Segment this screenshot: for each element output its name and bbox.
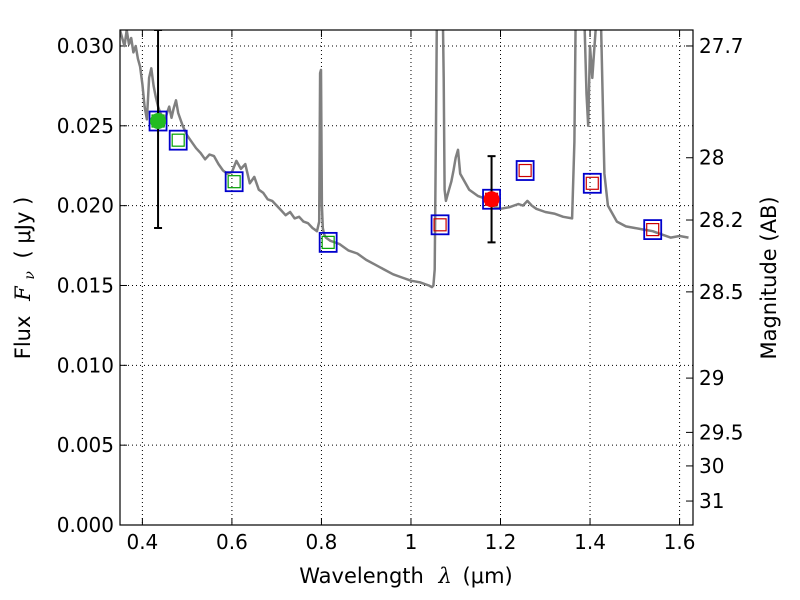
mag-tick-label: 28.5: [699, 280, 744, 304]
mag-tick-label: 29: [699, 366, 724, 390]
x-axis-title-symbol: λ: [438, 564, 452, 588]
observed-flux-point: [483, 191, 500, 208]
sed-model-line: [120, 30, 689, 289]
y-axis-title-symbol: F: [11, 285, 35, 302]
model-fluxes: [148, 110, 663, 253]
x-tick-label: 1.2: [485, 530, 517, 554]
mag-tick-label: 27.7: [699, 34, 744, 58]
model-flux-marker: [321, 235, 335, 249]
x-tick-label: 1: [405, 530, 418, 554]
model-flux-box: [318, 231, 338, 253]
observed-fluxes: [150, 30, 500, 244]
x-axis-title-unit: (μm): [463, 564, 513, 588]
grid: [120, 30, 693, 526]
x-tick-label: 0.4: [126, 530, 158, 554]
y-tick-label: 0.030: [57, 34, 114, 58]
y-axis-title: Flux F ν ( μJy ): [11, 197, 39, 360]
magnitude-ticks: 27.7 28 28.2 28.5 29 29.5 30 31: [686, 34, 744, 513]
mag-tick-label: 30: [699, 454, 724, 478]
model-flux-box: [582, 172, 602, 194]
model-flux-marker: [433, 218, 447, 232]
x-ticks: 0.4 0.6 0.8 1 1.2 1.4 1.6: [126, 30, 695, 554]
model-flux-box: [224, 171, 244, 193]
model-flux-box: [643, 219, 663, 240]
y-tick-label: 0.010: [57, 353, 114, 377]
y-tick-label: 0.005: [57, 433, 114, 457]
y-ticks: 0.000 0.005 0.010 0.015 0.020 0.025 0.030: [57, 34, 127, 537]
model-flux-box: [430, 214, 450, 236]
y-axis-title-unit: ( μJy ): [11, 197, 35, 259]
y2-axis-title: Magnitude (AB): [757, 196, 781, 359]
y-tick-label: 0.015: [57, 273, 114, 297]
observed-flux-point: [150, 113, 167, 130]
mag-tick-label: 28.2: [699, 208, 744, 232]
x-tick-label: 1.4: [574, 530, 606, 554]
model-flux-box: [515, 160, 535, 181]
x-tick-label: 0.6: [216, 530, 248, 554]
y-tick-label: 0.000: [57, 513, 114, 537]
y-tick-label: 0.020: [57, 194, 114, 218]
model-flux-box: [168, 129, 188, 151]
y-axis-title-text: Flux: [11, 316, 35, 360]
y-tick-label: 0.025: [57, 114, 114, 138]
mag-tick-label: 29.5: [699, 420, 744, 444]
model-flux-marker: [227, 175, 241, 189]
mag-tick-label: 31: [699, 489, 724, 513]
x-tick-label: 0.8: [306, 530, 338, 554]
x-axis-title: Wavelength λ (μm): [299, 564, 512, 588]
y-axis-title-sub: ν: [22, 271, 38, 280]
model-flux-marker: [585, 176, 599, 190]
plot-frame: [119, 29, 694, 526]
x-tick-label: 1.6: [664, 530, 696, 554]
model-flux-marker: [646, 222, 660, 237]
x-axis-title-text: Wavelength: [299, 564, 424, 588]
model-flux-marker: [518, 163, 532, 178]
mag-tick-label: 28: [699, 146, 724, 170]
model-flux-marker: [171, 133, 185, 147]
